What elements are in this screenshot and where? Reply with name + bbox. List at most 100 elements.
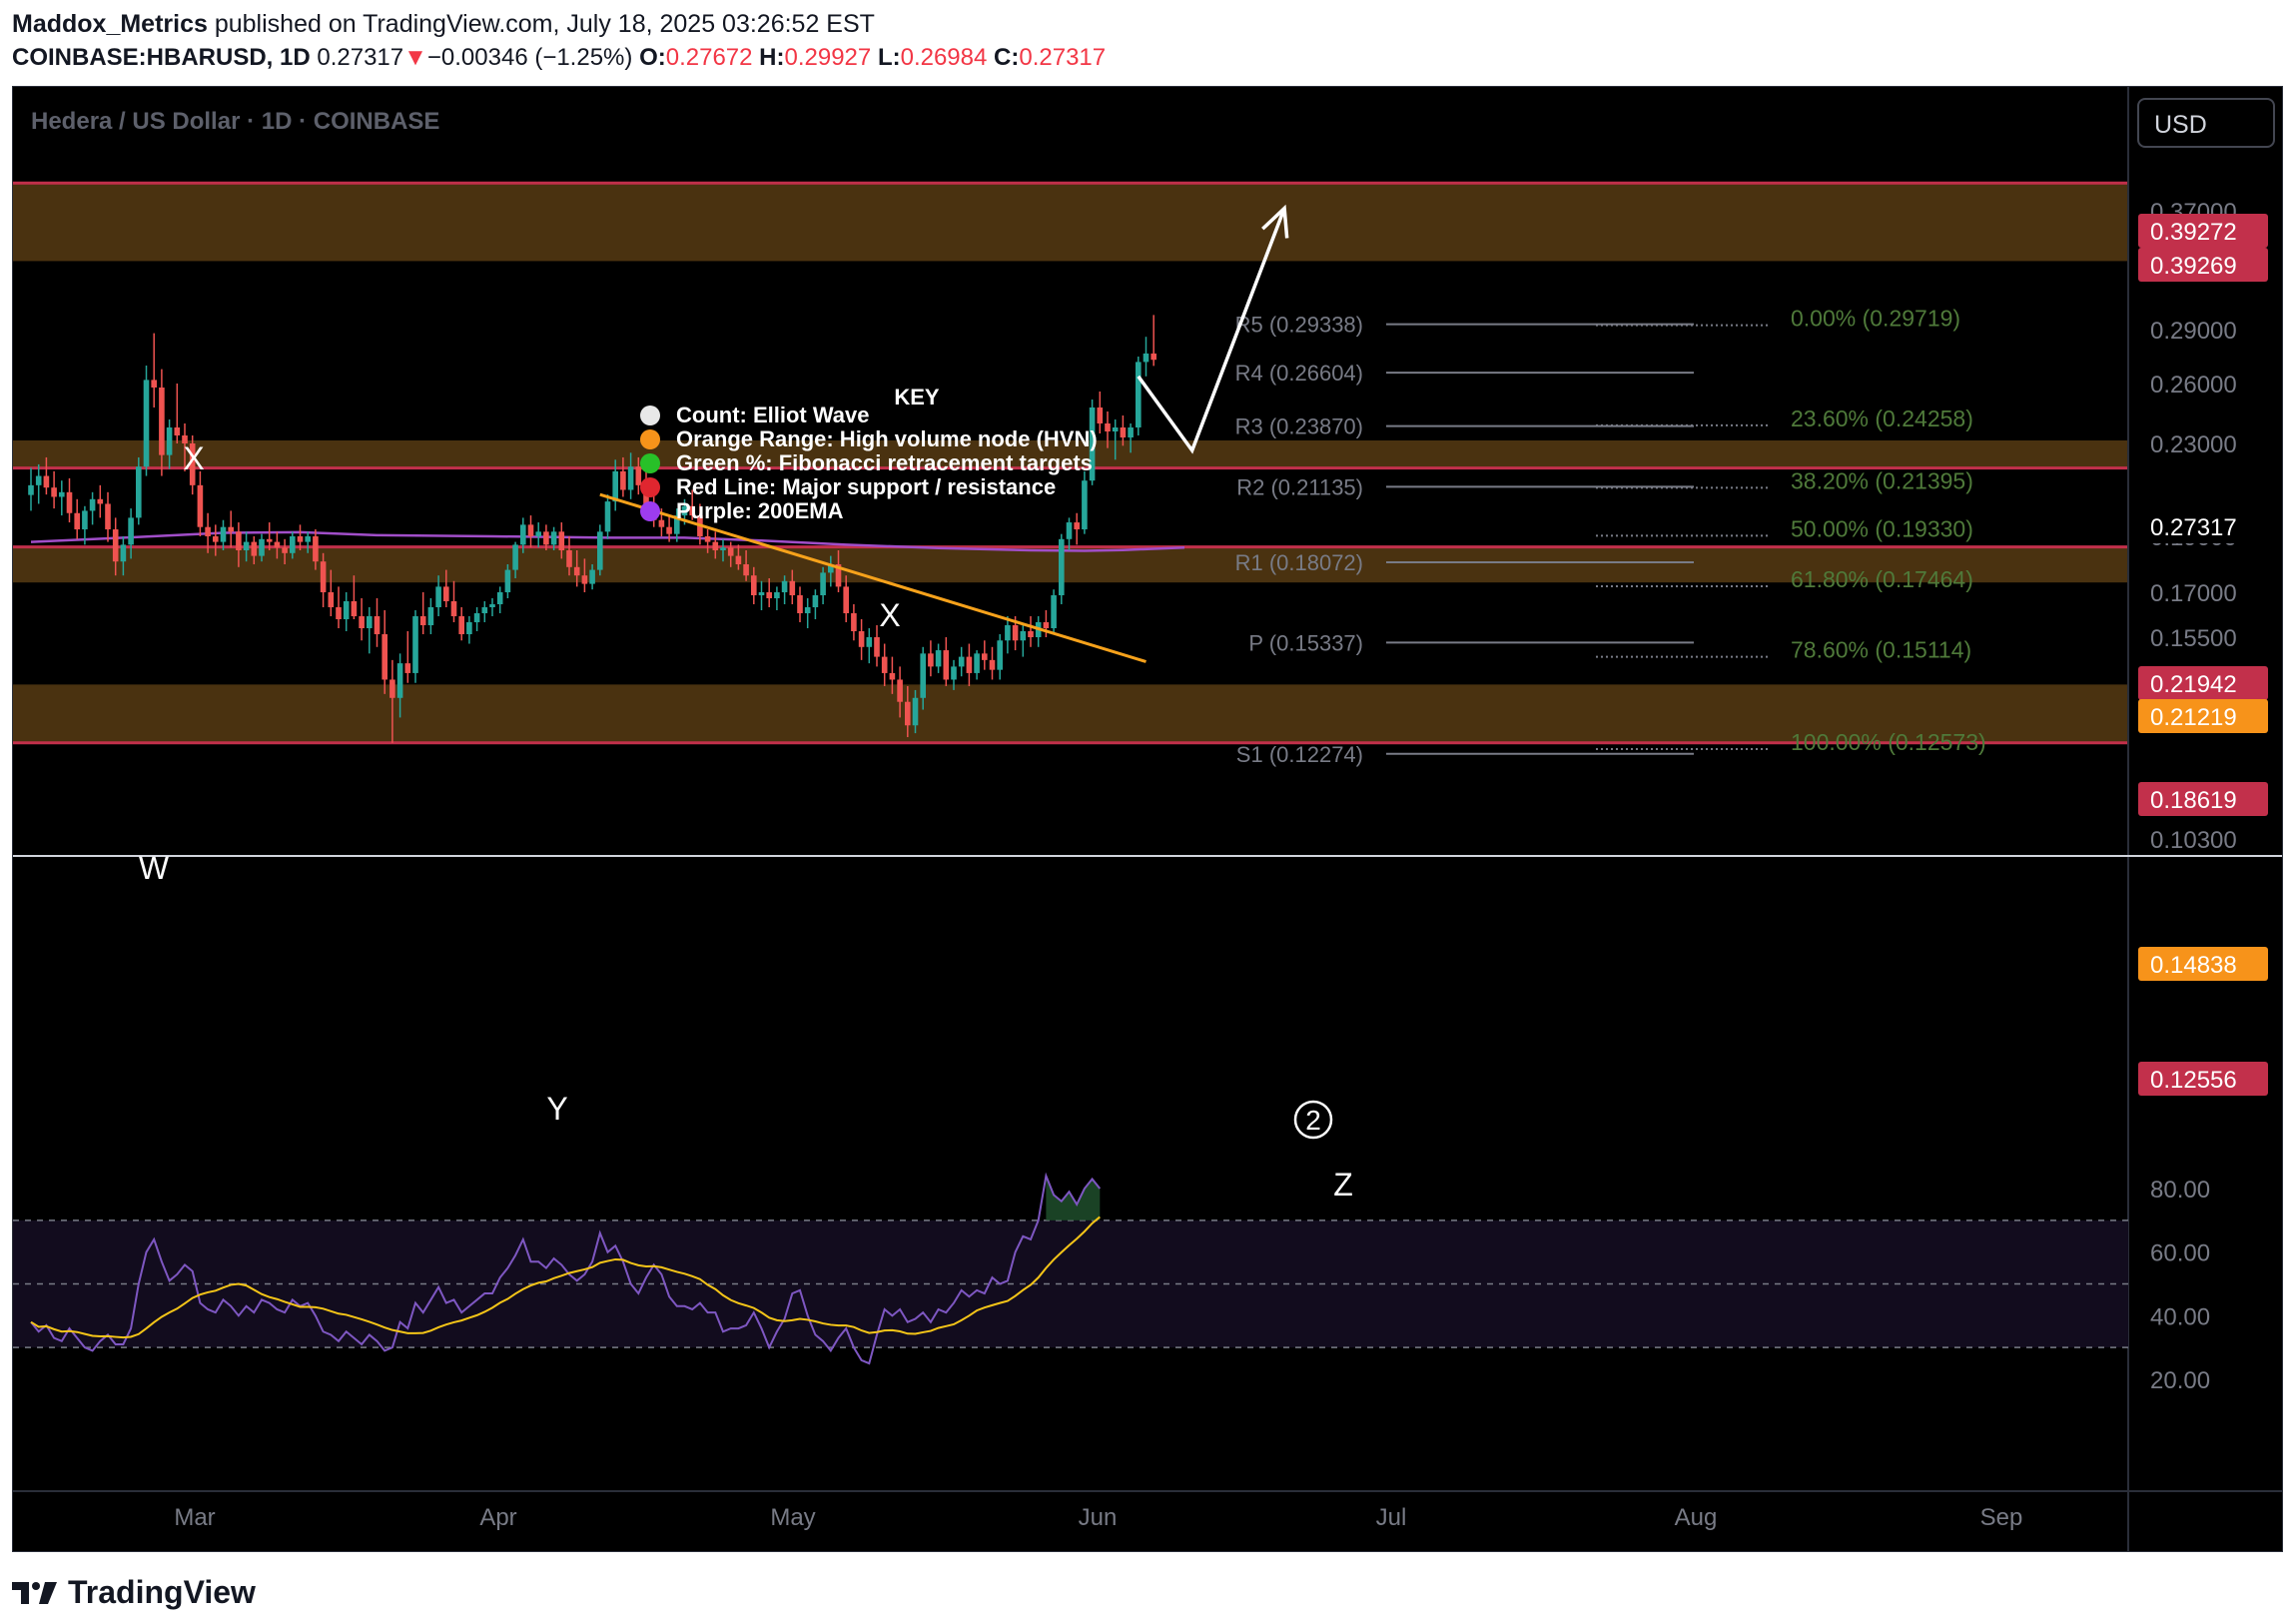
- candle-body: [1089, 407, 1096, 481]
- pivot-label: R2 (0.21135): [1236, 474, 1363, 499]
- candle-body: [620, 470, 626, 490]
- candle: [627, 452, 634, 499]
- candle-body: [843, 586, 849, 613]
- fib-level-label: 61.80% (0.17464): [1791, 566, 1973, 592]
- publish-info: Maddox_Metrics published on TradingView.…: [12, 10, 875, 39]
- candle: [504, 564, 511, 598]
- candle: [997, 634, 1003, 680]
- rsi-ma-line: [30, 1216, 1101, 1339]
- candle-body: [105, 503, 111, 530]
- pivot-label: R1 (0.18072): [1235, 550, 1363, 575]
- key-bullet-icon: [640, 477, 660, 497]
- brand-name[interactable]: TradingView: [68, 1573, 256, 1610]
- candle-body: [774, 592, 780, 598]
- time-axis-label: Apr: [479, 1504, 516, 1531]
- candle-body: [804, 607, 811, 613]
- candle-body: [351, 601, 358, 616]
- candle-body: [120, 544, 127, 562]
- low-label: L:: [877, 44, 901, 71]
- currency-button[interactable]: USD: [2137, 98, 2275, 148]
- candle: [866, 628, 873, 664]
- candle: [404, 631, 411, 683]
- chart-title: Hedera / US Dollar · 1D · COINBASE: [31, 108, 439, 135]
- key-title: KEY: [894, 385, 940, 409]
- price-axis-label: 0.15500: [2150, 625, 2237, 652]
- candle: [982, 640, 988, 670]
- candle: [481, 601, 488, 622]
- candle: [881, 643, 888, 686]
- price-chart[interactable]: R5 (0.29338) R4 (0.26604) R3 (0.23870) R2 (…: [13, 87, 2282, 1551]
- candle: [389, 659, 395, 743]
- candle: [674, 508, 680, 542]
- candle: [282, 538, 288, 564]
- key-item-label: Purple: 200EMA: [676, 498, 844, 523]
- candle-body: [828, 564, 834, 573]
- price-tag: [2138, 509, 2268, 543]
- candle-body: [720, 547, 726, 550]
- last-price: 0.27317: [317, 44, 404, 71]
- candle: [550, 526, 557, 550]
- candle-body: [1043, 622, 1050, 628]
- candle: [159, 369, 165, 476]
- candle-body: [404, 663, 411, 673]
- candle: [589, 564, 595, 590]
- candle: [105, 491, 111, 542]
- candle-body: [236, 531, 242, 550]
- candle-body: [328, 592, 335, 607]
- candle-body: [159, 388, 165, 455]
- candle: [1136, 357, 1142, 435]
- rsi-axis-label: 40.00: [2150, 1303, 2210, 1330]
- candle: [812, 589, 819, 619]
- candle: [128, 508, 134, 559]
- close-label: C:: [994, 44, 1020, 71]
- candle: [35, 463, 42, 504]
- fib-level-label: 0.00% (0.29719): [1791, 306, 1960, 332]
- candle-body: [151, 380, 157, 388]
- candle-body: [143, 380, 150, 467]
- candle-body: [259, 538, 265, 556]
- candle-body: [581, 575, 588, 584]
- candle-body: [1105, 423, 1111, 431]
- candle-body: [897, 679, 903, 702]
- price-tag-label: 0.14838: [2150, 952, 2237, 979]
- candle-body: [974, 653, 980, 673]
- candle-body: [443, 586, 449, 601]
- fib-level-label: 100.00% (0.12573): [1791, 729, 1986, 755]
- key-bullet-icon: [640, 429, 660, 449]
- wave-label: W: [139, 850, 170, 886]
- candle-body: [305, 536, 311, 542]
- time-axis-label: May: [770, 1504, 815, 1531]
- key-item-label: Green %: Fibonacci retracement targets: [676, 450, 1093, 475]
- price-tag-label: 0.39269: [2150, 253, 2237, 280]
- candle: [889, 656, 896, 694]
- chart-frame[interactable]: R5 (0.29338) R4 (0.26604) R3 (0.23870) R2 (…: [12, 86, 2283, 1552]
- price-tag-label: 0.12556: [2150, 1067, 2237, 1094]
- candle: [412, 610, 418, 683]
- candle: [951, 659, 957, 690]
- wave-2-circle: [1293, 1100, 1333, 1140]
- low-value: 0.26984: [900, 44, 988, 71]
- candle-body: [504, 569, 511, 592]
- key-item-label: Count: Elliot Wave: [676, 403, 870, 427]
- candle-body: [128, 517, 134, 545]
- symbol-name[interactable]: COINBASE:HBARUSD, 1D: [12, 44, 311, 71]
- candle-body: [751, 575, 757, 595]
- down-arrow-icon: ▼: [403, 44, 427, 71]
- wave-label: X: [879, 597, 900, 633]
- author-name[interactable]: Maddox_Metrics: [12, 10, 208, 38]
- rsi-line: [30, 1172, 1102, 1365]
- candle: [89, 491, 96, 525]
- price-axis-label: 0.26000: [2150, 372, 2237, 399]
- candle: [851, 604, 857, 641]
- candle-body: [359, 616, 365, 628]
- pivot-label: P (0.15337): [1248, 630, 1363, 655]
- wave-label: X: [183, 440, 204, 476]
- candle-body: [604, 501, 611, 532]
- candle: [843, 575, 849, 622]
- candle-body: [727, 547, 734, 556]
- candle-body: [97, 498, 104, 504]
- candle-body: [82, 510, 88, 530]
- candle: [305, 531, 311, 553]
- pivot-label: R3 (0.23870): [1235, 414, 1363, 439]
- candle-body: [1051, 595, 1057, 628]
